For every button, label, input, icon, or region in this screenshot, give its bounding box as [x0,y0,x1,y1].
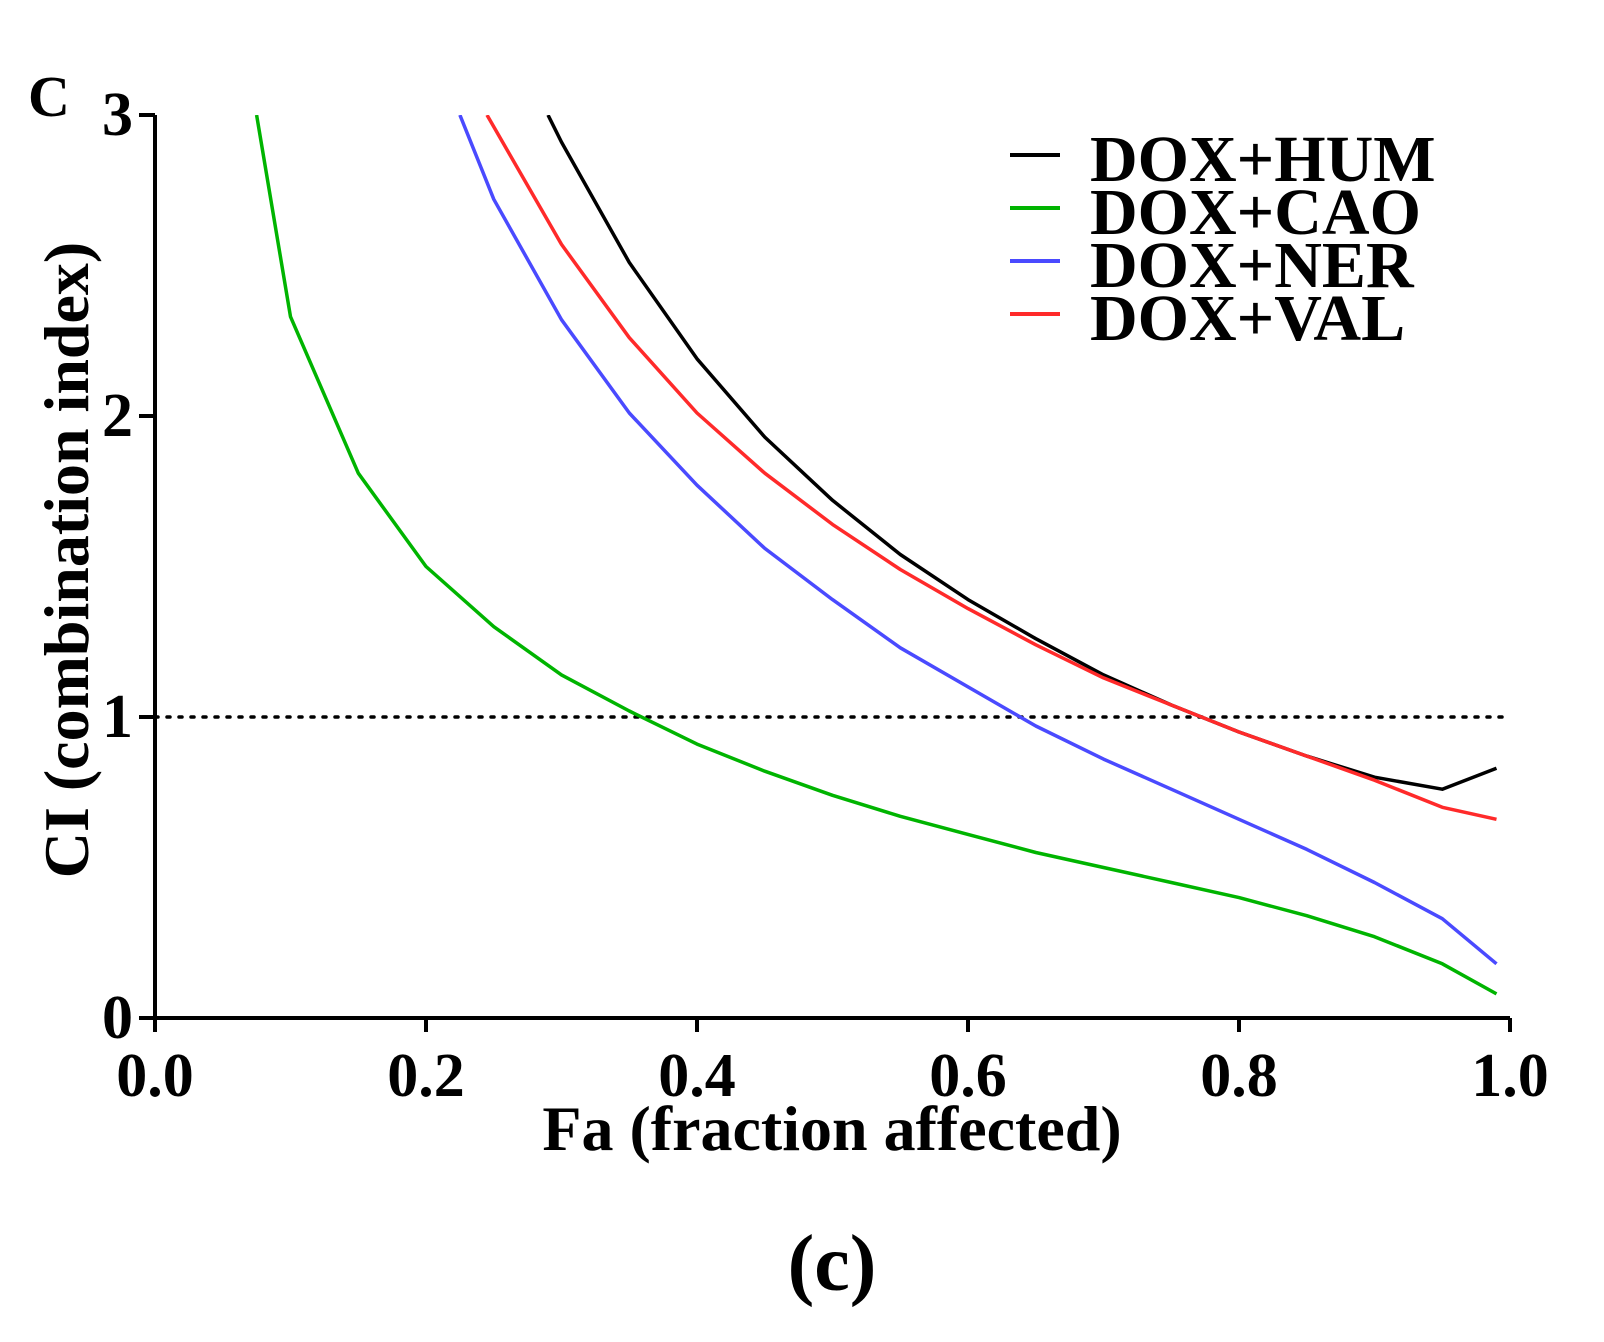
x-tick-label: 0.0 [116,1042,194,1110]
series-line-dox-cao [254,115,1498,996]
series-group [254,115,1498,996]
legend-label-dox-val: DOX+VAL [1090,282,1405,355]
y-axis-label: CI (combination index) [31,242,102,879]
x-axis-label: Fa (fraction affected) [542,1093,1121,1164]
series-line-dox-ner [458,115,1498,966]
x-tick-label: 0.8 [1200,1042,1278,1110]
x-tick-label: 0.4 [658,1042,736,1110]
axes-group [139,113,1512,1032]
series-line-dox-val [485,115,1497,822]
y-tick-label: 2 [102,382,133,450]
x-tick-label: 1.0 [1471,1042,1549,1110]
tick-labels-group: 0.0 0.2 0.4 0.6 0.8 1.0 0 1 2 3 [102,81,1549,1110]
y-tick-label: 0 [102,984,133,1052]
legend-label-dox-hum: DOX+HUM [1090,123,1436,196]
x-tick-label: 0.6 [929,1042,1007,1110]
figure-caption: (c) [788,1220,877,1308]
panel-letter: C [28,64,70,129]
legend-label-dox-ner: DOX+NER [1090,229,1415,302]
x-tick-label: 0.2 [387,1042,465,1110]
legend-label-dox-cao: DOX+CAO [1090,176,1421,249]
y-tick-label: 3 [102,81,133,149]
y-tick-label: 1 [102,683,133,751]
